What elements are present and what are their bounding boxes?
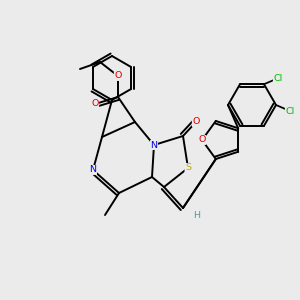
Text: Cl: Cl — [285, 106, 295, 116]
Text: O: O — [114, 71, 122, 80]
Text: O: O — [91, 100, 99, 109]
Text: N: N — [89, 166, 97, 175]
Text: S: S — [185, 164, 191, 172]
Text: N: N — [151, 140, 158, 149]
Text: Cl: Cl — [273, 74, 283, 83]
Text: O: O — [198, 136, 206, 145]
Text: H: H — [194, 212, 200, 220]
Text: O: O — [192, 118, 200, 127]
